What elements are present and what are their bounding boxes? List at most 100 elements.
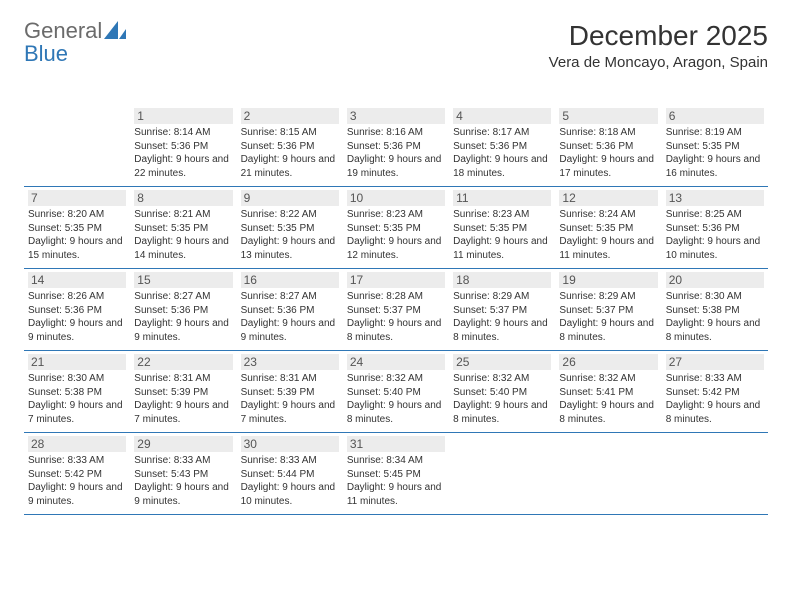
calendar-day-cell: 11Sunrise: 8:23 AMSunset: 5:35 PMDayligh… xyxy=(449,187,555,269)
calendar-day-cell: 20Sunrise: 8:30 AMSunset: 5:38 PMDayligh… xyxy=(662,269,768,351)
day-number: 30 xyxy=(241,436,339,452)
day-number: 5 xyxy=(559,108,657,124)
day-number: 3 xyxy=(347,108,445,124)
day-info: Sunrise: 8:30 AMSunset: 5:38 PMDaylight:… xyxy=(666,290,764,344)
brand-text: General Blue xyxy=(24,20,126,65)
day-info: Sunrise: 8:28 AMSunset: 5:37 PMDaylight:… xyxy=(347,290,445,344)
calendar-week-row: 14 Sunrise: 8:26 AMSunset: 5:36 PMDayligh… xyxy=(24,269,768,351)
day-number: 10 xyxy=(347,190,445,206)
calendar-day-cell: 12Sunrise: 8:24 AMSunset: 5:35 PMDayligh… xyxy=(555,187,661,269)
brand-text-gray: General xyxy=(24,18,102,43)
day-number: 18 xyxy=(453,272,551,288)
day-info: Sunrise: 8:20 AMSunset: 5:35 PMDaylight:… xyxy=(28,208,126,262)
day-info: Sunrise: 8:31 AMSunset: 5:39 PMDaylight:… xyxy=(134,372,232,426)
calendar-day-cell: 23 Sunrise: 8:31 AMSunset: 5:39 PMDayligh… xyxy=(237,351,343,433)
weekday-header: Wednesday xyxy=(343,83,449,105)
day-number: 26 xyxy=(559,354,657,370)
calendar-day-cell: 13Sunrise: 8:25 AMSunset: 5:36 PMDayligh… xyxy=(662,187,768,269)
day-info: Sunrise: 8:33 AMSunset: 5:42 PMDaylight:… xyxy=(28,454,126,508)
weekday-row: Sunday Monday Tuesday Wednesday Thursday… xyxy=(24,83,768,105)
weekday-header: Thursday xyxy=(449,83,555,105)
calendar-day-cell xyxy=(555,433,661,515)
calendar-day-cell: 16 Sunrise: 8:27 AMSunset: 5:36 PMDayligh… xyxy=(237,269,343,351)
day-info: Sunrise: 8:33 AMSunset: 5:44 PMDaylight:… xyxy=(241,454,339,508)
day-number: 6 xyxy=(666,108,764,124)
weekday-header: Saturday xyxy=(662,83,768,105)
calendar-day-cell: 18 Sunrise: 8:29 AMSunset: 5:37 PMDayligh… xyxy=(449,269,555,351)
day-number: 7 xyxy=(28,190,126,206)
calendar-page: General Blue December 2025 Vera de Monca… xyxy=(0,0,792,535)
calendar-day-cell: 21Sunrise: 8:30 AMSunset: 5:38 PMDayligh… xyxy=(24,351,130,433)
calendar-head: Sunday Monday Tuesday Wednesday Thursday… xyxy=(24,83,768,105)
calendar-day-cell: 5 Sunrise: 8:18 AMSunset: 5:36 PMDaylight… xyxy=(555,105,661,187)
day-number: 23 xyxy=(241,354,339,370)
day-info: Sunrise: 8:16 AMSunset: 5:36 PMDaylight:… xyxy=(347,126,445,180)
day-info: Sunrise: 8:33 AMSunset: 5:42 PMDaylight:… xyxy=(666,372,764,426)
day-number: 15 xyxy=(134,272,232,288)
day-number: 16 xyxy=(241,272,339,288)
day-info: Sunrise: 8:32 AMSunset: 5:40 PMDaylight:… xyxy=(453,372,551,426)
calendar-day-cell: 4Sunrise: 8:17 AMSunset: 5:36 PMDaylight… xyxy=(449,105,555,187)
day-number: 31 xyxy=(347,436,445,452)
calendar-day-cell: 3 Sunrise: 8:16 AMSunset: 5:36 PMDaylight… xyxy=(343,105,449,187)
page-header: General Blue December 2025 Vera de Monca… xyxy=(24,20,768,71)
day-number: 13 xyxy=(666,190,764,206)
calendar-day-cell: 26 Sunrise: 8:32 AMSunset: 5:41 PMDayligh… xyxy=(555,351,661,433)
calendar-week-row: 28 Sunrise: 8:33 AMSunset: 5:42 PMDayligh… xyxy=(24,433,768,515)
calendar-day-cell xyxy=(449,433,555,515)
calendar-day-cell: 31 Sunrise: 8:34 AMSunset: 5:45 PMDayligh… xyxy=(343,433,449,515)
calendar-day-cell: 25 Sunrise: 8:32 AMSunset: 5:40 PMDayligh… xyxy=(449,351,555,433)
brand-text-blue: Blue xyxy=(24,41,68,66)
day-info: Sunrise: 8:27 AMSunset: 5:36 PMDaylight:… xyxy=(241,290,339,344)
calendar-day-cell: 28 Sunrise: 8:33 AMSunset: 5:42 PMDayligh… xyxy=(24,433,130,515)
weekday-header: Tuesday xyxy=(237,83,343,105)
day-info: Sunrise: 8:33 AMSunset: 5:43 PMDaylight:… xyxy=(134,454,232,508)
day-number: 8 xyxy=(134,190,232,206)
calendar-body: 1 Sunrise: 8:14 AMSunset: 5:36 PMDaylight… xyxy=(24,105,768,515)
day-info: Sunrise: 8:26 AMSunset: 5:36 PMDaylight:… xyxy=(28,290,126,344)
day-info: Sunrise: 8:15 AMSunset: 5:36 PMDaylight:… xyxy=(241,126,339,180)
calendar-day-cell: 7 Sunrise: 8:20 AMSunset: 5:35 PMDaylight… xyxy=(24,187,130,269)
day-number: 1 xyxy=(134,108,232,124)
day-number: 2 xyxy=(241,108,339,124)
day-number: 25 xyxy=(453,354,551,370)
day-number: 24 xyxy=(347,354,445,370)
weekday-header: Friday xyxy=(555,83,661,105)
day-number: 27 xyxy=(666,354,764,370)
calendar-day-cell: 15Sunrise: 8:27 AMSunset: 5:36 PMDayligh… xyxy=(130,269,236,351)
calendar-day-cell: 17Sunrise: 8:28 AMSunset: 5:37 PMDayligh… xyxy=(343,269,449,351)
weekday-header: Monday xyxy=(130,83,236,105)
day-number: 19 xyxy=(559,272,657,288)
day-info: Sunrise: 8:29 AMSunset: 5:37 PMDaylight:… xyxy=(453,290,551,344)
day-info: Sunrise: 8:29 AMSunset: 5:37 PMDaylight:… xyxy=(559,290,657,344)
calendar-day-cell: 10 Sunrise: 8:23 AMSunset: 5:35 PMDayligh… xyxy=(343,187,449,269)
calendar-week-row: 1 Sunrise: 8:14 AMSunset: 5:36 PMDaylight… xyxy=(24,105,768,187)
day-number: 4 xyxy=(453,108,551,124)
calendar-day-cell: 2 Sunrise: 8:15 AMSunset: 5:36 PMDaylight… xyxy=(237,105,343,187)
calendar-day-cell xyxy=(24,105,130,187)
calendar-day-cell: 24 Sunrise: 8:32 AMSunset: 5:40 PMDayligh… xyxy=(343,351,449,433)
day-info: Sunrise: 8:32 AMSunset: 5:41 PMDaylight:… xyxy=(559,372,657,426)
month-title: December 2025 xyxy=(549,20,768,52)
calendar-day-cell: 29Sunrise: 8:33 AMSunset: 5:43 PMDayligh… xyxy=(130,433,236,515)
location-text: Vera de Moncayo, Aragon, Spain xyxy=(549,54,768,71)
day-info: Sunrise: 8:14 AMSunset: 5:36 PMDaylight:… xyxy=(134,126,232,180)
calendar-week-row: 21Sunrise: 8:30 AMSunset: 5:38 PMDayligh… xyxy=(24,351,768,433)
calendar-table: Sunday Monday Tuesday Wednesday Thursday… xyxy=(24,83,768,515)
weekday-header: Sunday xyxy=(24,83,130,105)
day-info: Sunrise: 8:32 AMSunset: 5:40 PMDaylight:… xyxy=(347,372,445,426)
calendar-day-cell: 19 Sunrise: 8:29 AMSunset: 5:37 PMDayligh… xyxy=(555,269,661,351)
day-info: Sunrise: 8:31 AMSunset: 5:39 PMDaylight:… xyxy=(241,372,339,426)
day-info: Sunrise: 8:22 AMSunset: 5:35 PMDaylight:… xyxy=(241,208,339,262)
calendar-day-cell: 9 Sunrise: 8:22 AMSunset: 5:35 PMDaylight… xyxy=(237,187,343,269)
day-number: 9 xyxy=(241,190,339,206)
calendar-day-cell: 22Sunrise: 8:31 AMSunset: 5:39 PMDayligh… xyxy=(130,351,236,433)
day-info: Sunrise: 8:34 AMSunset: 5:45 PMDaylight:… xyxy=(347,454,445,508)
day-number: 14 xyxy=(28,272,126,288)
calendar-day-cell: 14 Sunrise: 8:26 AMSunset: 5:36 PMDayligh… xyxy=(24,269,130,351)
calendar-day-cell xyxy=(662,433,768,515)
brand-logo: General Blue xyxy=(24,20,126,65)
day-info: Sunrise: 8:18 AMSunset: 5:36 PMDaylight:… xyxy=(559,126,657,180)
day-info: Sunrise: 8:23 AMSunset: 5:35 PMDaylight:… xyxy=(347,208,445,262)
day-number: 28 xyxy=(28,436,126,452)
